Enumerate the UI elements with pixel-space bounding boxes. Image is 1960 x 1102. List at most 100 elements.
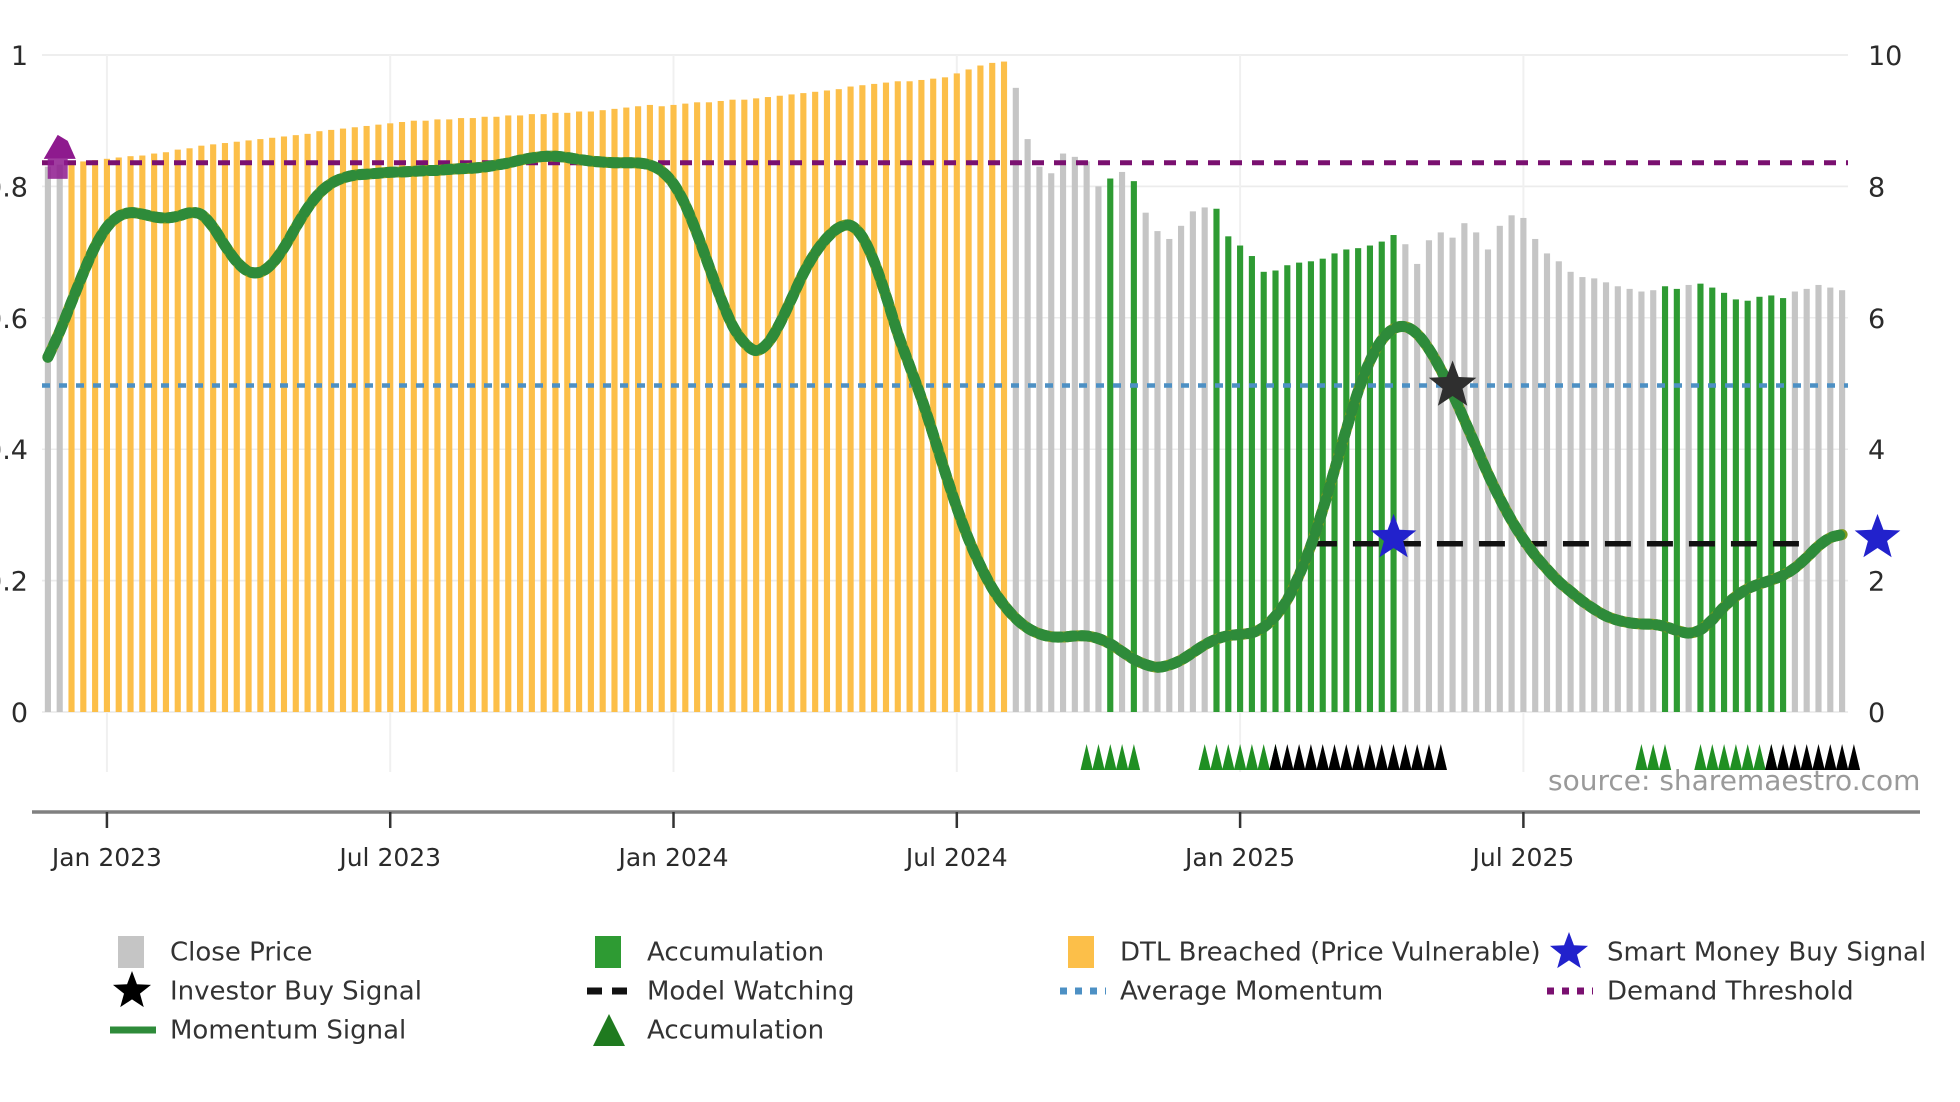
price-bar bbox=[977, 65, 984, 712]
price-bar bbox=[162, 152, 170, 713]
price-bar bbox=[1496, 225, 1503, 712]
legend-label: Accumulation bbox=[647, 938, 824, 968]
price-bar bbox=[1626, 288, 1633, 712]
legend-item-investor-buy-signal[interactable]: Investor Buy Signal bbox=[112, 971, 422, 1008]
price-bar bbox=[1284, 265, 1291, 712]
price-bar bbox=[835, 89, 842, 712]
price-bar bbox=[882, 82, 890, 713]
legend-label: DTL Breached (Price Vulnerable) bbox=[1120, 938, 1541, 968]
price-bar bbox=[694, 102, 701, 713]
price-bar bbox=[1355, 248, 1362, 712]
price-bar bbox=[221, 143, 229, 713]
resistance-marker bbox=[43, 134, 76, 159]
legend-swatch-icon bbox=[1068, 936, 1094, 968]
accumulation-triangle bbox=[1706, 744, 1719, 770]
reference-lines bbox=[42, 160, 1848, 547]
price-bar bbox=[151, 153, 158, 713]
legend: Close Price Accumulation DTL Breached (Pri… bbox=[110, 932, 1926, 1046]
accumulation-triangle-markers bbox=[1080, 744, 1861, 770]
price-bar bbox=[1189, 211, 1196, 712]
price-bar bbox=[1650, 290, 1657, 712]
accumulation-triangle bbox=[1351, 744, 1365, 770]
y-axis-right-tick-label: 8 bbox=[1868, 172, 1885, 203]
price-bar bbox=[741, 99, 748, 713]
price-bar bbox=[469, 118, 476, 712]
accumulation-triangle bbox=[1080, 744, 1093, 770]
legend-item-accumulation-triangle[interactable]: Accumulation bbox=[593, 1014, 824, 1046]
legend-label: Close Price bbox=[170, 938, 313, 968]
price-bar bbox=[186, 148, 193, 713]
price-bar bbox=[1602, 282, 1610, 712]
price-bar bbox=[764, 97, 772, 713]
price-bar bbox=[1000, 61, 1008, 712]
accumulation-triangle bbox=[1304, 744, 1318, 770]
price-bar bbox=[1201, 207, 1208, 713]
accumulation-triangle bbox=[1776, 744, 1790, 770]
price-bar bbox=[1154, 231, 1161, 712]
price-bar bbox=[1791, 291, 1798, 712]
price-bar bbox=[788, 94, 795, 713]
price-bar bbox=[516, 115, 524, 712]
accumulation-triangle bbox=[1316, 744, 1329, 770]
price-bar bbox=[1709, 287, 1716, 712]
price-bar bbox=[1024, 139, 1031, 713]
accumulation-triangle bbox=[1835, 744, 1849, 770]
price-bar bbox=[658, 106, 665, 712]
price-bar bbox=[1425, 240, 1433, 712]
price-bar bbox=[552, 112, 559, 712]
legend-label: Average Momentum bbox=[1120, 977, 1383, 1007]
price-bar bbox=[576, 111, 583, 712]
legend-item-close-price[interactable]: Close Price bbox=[118, 936, 313, 968]
accumulation-triangle bbox=[1375, 744, 1388, 770]
price-bar bbox=[705, 102, 712, 713]
y-axis-left-tick-label: 0.4 bbox=[0, 435, 28, 466]
accumulation-triangle bbox=[1363, 744, 1377, 770]
price-bar bbox=[127, 156, 134, 712]
price-bar bbox=[930, 78, 937, 712]
legend-label: Smart Money Buy Signal bbox=[1607, 938, 1926, 968]
legend-star-icon bbox=[1549, 932, 1589, 969]
price-bar bbox=[1579, 277, 1586, 712]
accumulation-triangle bbox=[1411, 744, 1424, 770]
price-bar bbox=[493, 116, 500, 712]
price-bar bbox=[1048, 173, 1055, 712]
legend-item-momentum-signal[interactable]: Momentum Signal bbox=[110, 1016, 406, 1046]
source-attribution: source: sharemaestro.com bbox=[1548, 764, 1920, 797]
legend-item-accumulation-bar[interactable]: Accumulation bbox=[595, 936, 824, 968]
price-bar bbox=[44, 166, 51, 712]
price-bar bbox=[304, 133, 311, 713]
accumulation-triangle bbox=[1717, 744, 1731, 770]
price-bar bbox=[1343, 249, 1350, 712]
price-bar bbox=[871, 83, 878, 712]
price-bar bbox=[351, 127, 358, 712]
legend-item-model-watching[interactable]: Model Watching bbox=[587, 977, 854, 1007]
price-bar bbox=[1661, 286, 1669, 712]
legend-item-demand-threshold[interactable]: Demand Threshold bbox=[1547, 977, 1854, 1007]
legend-item-dtl-breached[interactable]: DTL Breached (Price Vulnerable) bbox=[1068, 936, 1541, 968]
accumulation-triangle bbox=[1222, 744, 1235, 770]
price-bar bbox=[1768, 295, 1775, 712]
price-bar bbox=[753, 98, 760, 713]
price-bar bbox=[92, 160, 99, 712]
price-bar bbox=[1225, 236, 1232, 712]
price-bar bbox=[1815, 284, 1822, 712]
accumulation-triangle bbox=[1741, 744, 1754, 770]
y-axis-right-tick-label: 4 bbox=[1868, 435, 1885, 466]
price-bar bbox=[398, 122, 406, 712]
price-bar bbox=[174, 149, 181, 713]
price-bar bbox=[1107, 178, 1114, 712]
price-bar bbox=[410, 120, 417, 712]
price-bar bbox=[1673, 288, 1680, 712]
price-bar bbox=[670, 104, 677, 713]
price-bar bbox=[1508, 215, 1515, 712]
accumulation-triangle bbox=[1198, 744, 1211, 770]
legend-item-average-momentum[interactable]: Average Momentum bbox=[1060, 977, 1383, 1007]
price-bar bbox=[1473, 232, 1480, 712]
accumulation-triangle bbox=[1257, 744, 1270, 770]
price-bar bbox=[599, 110, 606, 712]
price-bar bbox=[1095, 186, 1102, 712]
price-bar bbox=[812, 91, 819, 713]
legend-item-smart-money-buy-signal[interactable]: Smart Money Buy Signal bbox=[1549, 932, 1926, 969]
